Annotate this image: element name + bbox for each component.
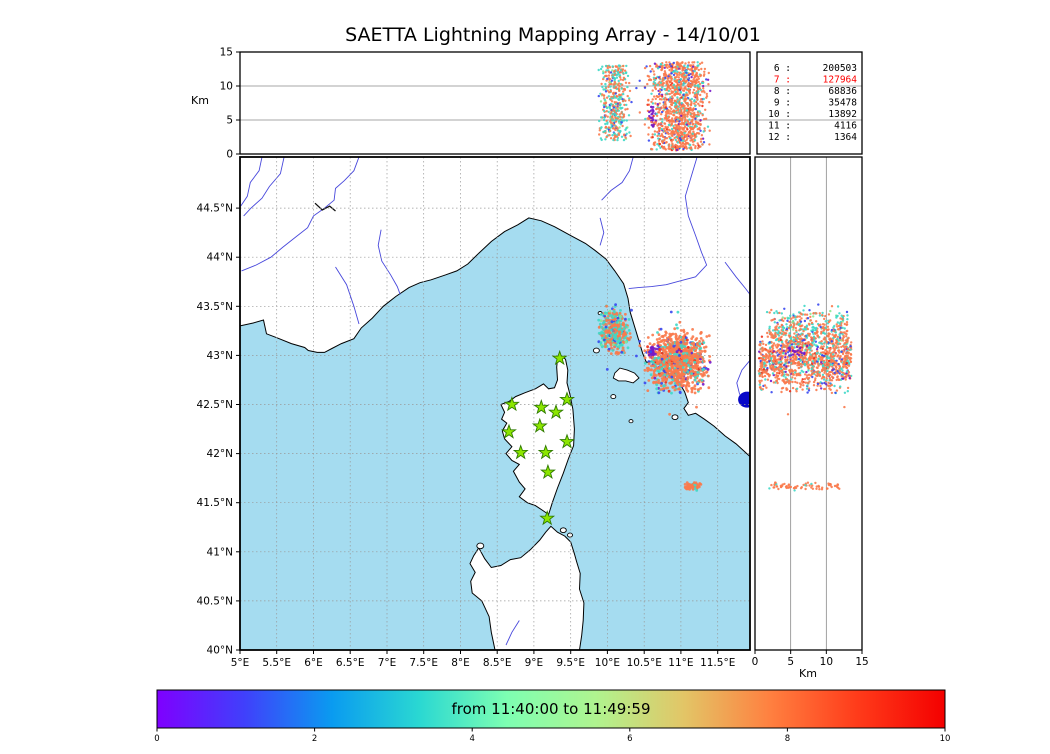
lon-tick-label: 8°E — [451, 657, 470, 669]
right-panel-tick-label: 15 — [855, 656, 868, 668]
source-count-bin: 10 : — [768, 109, 791, 120]
lon-tick-label: 10.5°E — [627, 657, 662, 669]
map-panel: 44.5°N 44°N 43.5°N 43°N 42.5°N 42°N 41.5°N 41°N… — [197, 100, 777, 670]
lon-tick-label: 11°E — [668, 657, 693, 669]
small-island — [477, 543, 484, 549]
source-count-value: 200503 — [823, 63, 857, 74]
source-count-bin: 12 : — [768, 132, 791, 143]
right-panel-tick-label: 0 — [752, 656, 759, 668]
source-count-bin: 6 : — [774, 63, 791, 74]
top-panel-tick-label: 10 — [220, 81, 233, 93]
lat-tick-label: 41.5°N — [197, 497, 233, 509]
altitude-axis-label-right: Km — [799, 667, 817, 680]
top-panel-tick-label: 0 — [226, 149, 233, 161]
small-island — [672, 415, 678, 420]
colorbar-tick-label: 6 — [627, 734, 632, 744]
source-count-bin: 9 : — [774, 98, 791, 109]
altitude-axis-label-top: Km — [191, 94, 209, 107]
lat-tick-label: 42.5°N — [197, 399, 233, 411]
figure-title: SAETTA Lightning Mapping Array - 14/10/0… — [345, 24, 761, 46]
small-island — [568, 533, 573, 537]
lon-tick-label: 5.5°E — [262, 657, 291, 669]
source-count-bin: 8 : — [774, 86, 791, 97]
source-count-bin: 11 : — [768, 121, 791, 132]
lat-tick-label: 40°N — [207, 645, 233, 657]
lon-tick-label: 6.5°E — [336, 657, 365, 669]
colorbar-tick-label: 2 — [312, 734, 317, 744]
lon-tick-label: 9°E — [525, 657, 544, 669]
small-island — [629, 420, 633, 423]
source-count-value: 4116 — [834, 121, 857, 132]
lon-tick-label: 6°E — [304, 657, 323, 669]
right-panel-tick-label: 5 — [787, 656, 794, 668]
colorbar-tick-label: 0 — [154, 734, 159, 744]
lon-tick-label: 11.5°E — [700, 657, 735, 669]
small-island — [611, 395, 616, 399]
lon-tick-label: 9.5°E — [556, 657, 585, 669]
colorbar-tick-label: 8 — [785, 734, 790, 744]
colorbar-tick-label: 10 — [940, 734, 951, 744]
top-panel-tick-label: 15 — [220, 47, 233, 59]
source-count-value: 1364 — [834, 132, 857, 143]
lat-tick-label: 44°N — [207, 252, 233, 264]
colorbar-title: from 11:40:00 to 11:49:59 — [451, 700, 650, 718]
small-island — [560, 528, 566, 533]
lat-tick-label: 43°N — [207, 350, 233, 362]
lon-tick-label: 8.5°E — [483, 657, 512, 669]
lat-tick-label: 41°N — [207, 546, 233, 558]
colorbar-tick-label: 4 — [469, 734, 474, 744]
map-content — [218, 100, 777, 670]
lon-tick-label: 7°E — [378, 657, 397, 669]
right-panel-tick-label: 10 — [820, 656, 833, 668]
lat-tick-label: 42°N — [207, 448, 233, 460]
source-count-value: 35478 — [828, 98, 857, 109]
lat-tick-label: 43.5°N — [197, 301, 233, 313]
small-island — [593, 348, 599, 353]
lon-tick-label: 7.5°E — [409, 657, 438, 669]
lon-tick-label: 10°E — [595, 657, 620, 669]
source-count-bin: 7 : — [774, 75, 791, 86]
top-panel-tick-label: 5 — [226, 115, 233, 127]
source-count-value: 68836 — [828, 86, 857, 97]
lat-tick-label: 40.5°N — [197, 595, 233, 607]
source-count-value: 127964 — [823, 75, 858, 86]
lon-tick-label: 5°E — [231, 657, 250, 669]
lat-tick-label: 44.5°N — [197, 203, 233, 215]
source-count-value: 13892 — [828, 109, 857, 120]
